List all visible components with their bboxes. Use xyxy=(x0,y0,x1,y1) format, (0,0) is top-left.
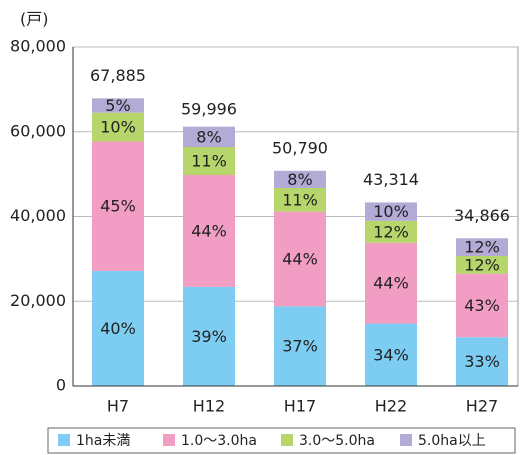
segment-label: 12% xyxy=(373,222,409,241)
y-tick-label: 40,000 xyxy=(10,206,66,225)
bar-segment xyxy=(365,220,417,243)
legend-swatch xyxy=(58,434,70,446)
bar-segment xyxy=(274,170,326,188)
bar-segment xyxy=(274,211,326,307)
x-tick-label: H17 xyxy=(284,397,316,416)
bar-segment xyxy=(365,323,417,386)
segment-label: 34% xyxy=(373,345,409,364)
segment-label: 5% xyxy=(105,96,130,115)
y-axis-label: (戸) xyxy=(20,10,49,29)
bar-segment xyxy=(365,242,417,324)
y-tick-label: 20,000 xyxy=(10,291,66,310)
bar-segment xyxy=(456,273,508,338)
segment-label: 10% xyxy=(100,118,136,137)
bar-segment xyxy=(92,270,144,386)
bar-segment xyxy=(183,286,235,386)
legend-swatch xyxy=(400,434,412,446)
total-label: 59,996 xyxy=(181,99,237,118)
segment-label: 44% xyxy=(282,250,318,269)
y-tick-label: 80,000 xyxy=(10,37,66,56)
bar-segment xyxy=(92,98,144,113)
segment-label: 8% xyxy=(196,127,221,146)
segment-label: 12% xyxy=(464,238,500,257)
total-label: 50,790 xyxy=(272,138,328,157)
total-label: 67,885 xyxy=(90,66,146,85)
bar-segment xyxy=(92,112,144,142)
total-label: 43,314 xyxy=(363,170,419,189)
legend-label: 1.0～3.0ha xyxy=(181,433,257,449)
y-tick-label: 60,000 xyxy=(10,121,66,140)
bar-segment xyxy=(274,187,326,212)
bar-segment xyxy=(183,147,235,175)
segment-label: 11% xyxy=(282,190,318,209)
x-tick-label: H12 xyxy=(193,397,225,416)
legend-label: 1ha未満 xyxy=(76,433,130,449)
x-tick-label: H27 xyxy=(466,397,498,416)
legend-swatch xyxy=(163,434,175,446)
y-tick-label: 0 xyxy=(56,376,66,395)
x-tick-label: H7 xyxy=(107,397,129,416)
legend-label: 3.0～5.0ha xyxy=(299,433,375,449)
segment-label: 37% xyxy=(282,337,318,356)
bar-segment xyxy=(456,238,508,256)
bar-segment xyxy=(456,255,508,274)
segment-label: 44% xyxy=(191,221,227,240)
x-tick-label: H22 xyxy=(375,397,407,416)
segment-label: 43% xyxy=(464,296,500,315)
bar-segment xyxy=(183,174,235,287)
bar-segment xyxy=(456,337,508,386)
legend-label: 5.0ha以上 xyxy=(418,433,486,449)
segment-label: 10% xyxy=(373,202,409,221)
bar-segment xyxy=(274,306,326,386)
bar-segment xyxy=(92,141,144,271)
segment-label: 40% xyxy=(100,319,136,338)
segment-label: 12% xyxy=(464,255,500,274)
legend: 1ha未満 1.0～3.0ha 3.0～5.0ha 5.0ha以上 xyxy=(58,433,486,449)
segment-label: 39% xyxy=(191,327,227,346)
segment-label: 45% xyxy=(100,197,136,216)
segment-label: 8% xyxy=(287,170,312,189)
segment-label: 11% xyxy=(191,152,227,171)
bar-segment xyxy=(183,126,235,148)
bar-segment xyxy=(365,202,417,221)
segment-label: 44% xyxy=(373,274,409,293)
segment-label: 33% xyxy=(464,352,500,371)
total-label: 34,866 xyxy=(454,206,510,225)
legend-swatch xyxy=(281,434,293,446)
